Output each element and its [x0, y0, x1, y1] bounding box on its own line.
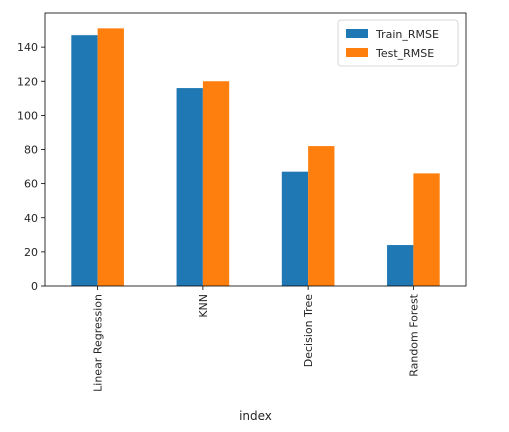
y-tick-label: 60 [24, 178, 38, 191]
axes-layer: 0 20 40 60 80 100 120 140 Linear Regression KNN De… [17, 12, 467, 392]
legend-label-train-rmse: Train_RMSE [375, 28, 439, 41]
y-tick-label: 40 [24, 212, 38, 225]
legend: Train_RMSE Test_RMSE [337, 19, 459, 67]
bar-test-rmse-2 [308, 146, 335, 286]
bar-train-rmse-3 [387, 245, 414, 286]
legend-label-test-rmse: Test_RMSE [375, 47, 434, 60]
x-tick-label: Decision Tree [302, 294, 315, 367]
y-tick-label: 20 [24, 246, 38, 259]
legend-swatch-test-rmse [346, 48, 368, 57]
y-tick-label: 0 [31, 280, 38, 293]
bar-test-rmse-3 [413, 173, 440, 286]
y-tick-label: 140 [17, 41, 38, 54]
bar-train-rmse-0 [71, 35, 98, 287]
y-tick-label: 120 [17, 75, 38, 88]
bar-train-rmse-2 [281, 171, 309, 286]
bar-train-rmse-1 [176, 88, 203, 286]
x-tick-label: KNN [197, 294, 210, 318]
bars-layer [71, 28, 440, 287]
y-tick-label: 100 [17, 109, 38, 122]
x-tick-label: Random Forest [407, 293, 420, 376]
x-tick-label: Linear Regression [92, 294, 105, 392]
y-tick-label: 80 [24, 144, 38, 157]
bar-test-rmse-1 [202, 81, 230, 286]
bar-test-rmse-0 [97, 28, 124, 287]
x-axis-title: index [239, 409, 272, 423]
legend-swatch-train-rmse [346, 29, 368, 38]
